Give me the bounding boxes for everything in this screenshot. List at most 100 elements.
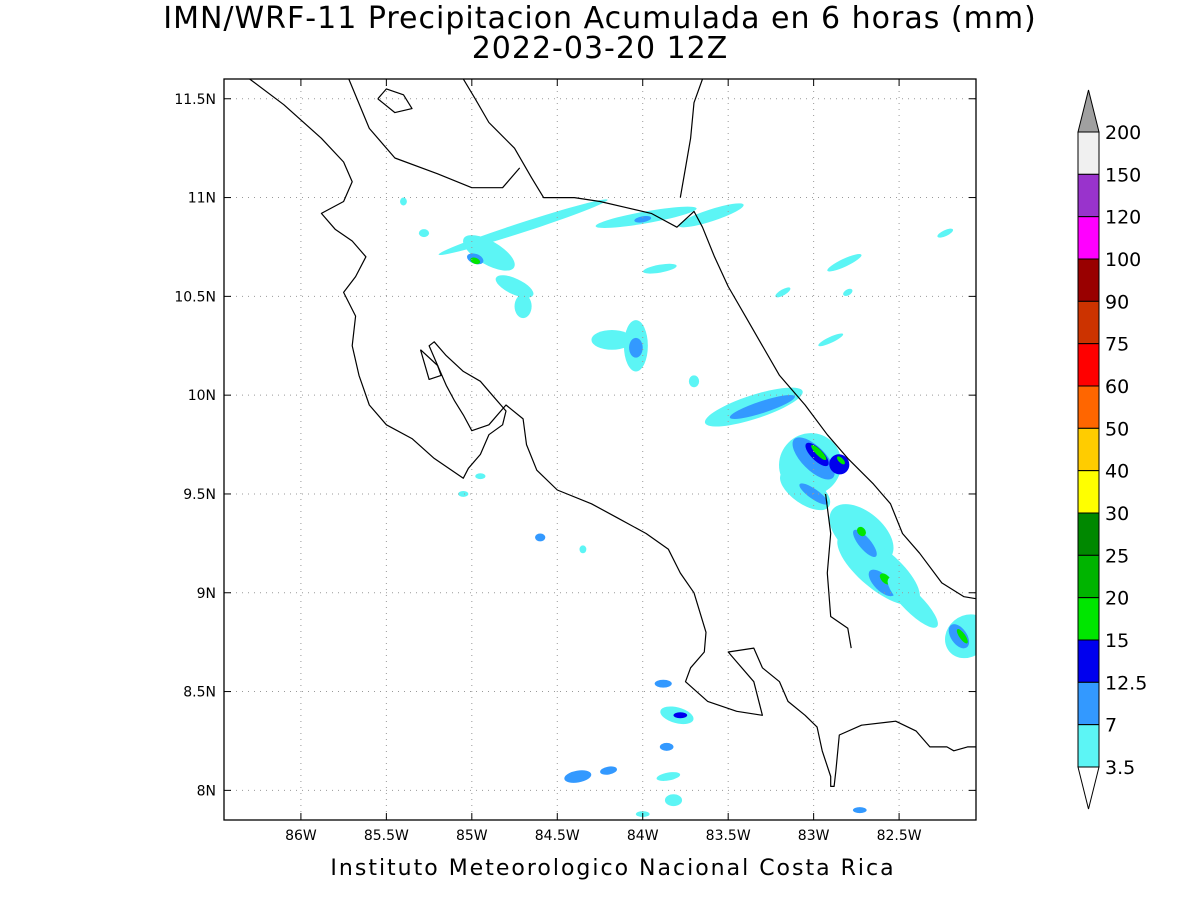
colorbar-swatch: [1077, 258, 1100, 302]
colorbar-swatch: [1077, 343, 1100, 387]
coastline: [419, 349, 442, 380]
precip-cell: [868, 569, 896, 597]
precip-cell: [829, 454, 850, 475]
precip-cell: [852, 807, 867, 814]
precip-cell: [818, 333, 844, 347]
colorbar-label: 25: [1105, 545, 1129, 567]
colorbar-swatch: [1077, 385, 1100, 429]
precip-cell: [827, 254, 862, 272]
precip-cell: [811, 444, 827, 461]
x-tick-label: 83W: [798, 828, 830, 844]
coastline: [377, 88, 413, 114]
coastlines: [249, 79, 976, 787]
colorbar-under-triangle: [1077, 766, 1100, 810]
y-tick-label: 10N: [188, 388, 216, 404]
precip-cell: [956, 629, 968, 644]
precip-cell: [470, 257, 481, 265]
x-tick-label: 82.5W: [877, 828, 922, 844]
colorbar-swatch: [1077, 300, 1100, 345]
coastline: [348, 79, 521, 189]
precip-cell: [629, 337, 643, 358]
colorbar-label: 100: [1105, 249, 1141, 271]
y-tick-label: 9.5N: [183, 487, 216, 503]
colorbar-swatch: [1077, 681, 1100, 726]
colorbar: 200 150 120 100 90 75 60 50 40 30 25 20 15 12.5 7 3.5: [1077, 89, 1147, 810]
chart-subtitle-date: 2022-03-20 12Z: [471, 31, 729, 66]
precip-cell: [937, 228, 954, 238]
precip-cell: [688, 375, 700, 388]
precip-cell: [775, 287, 791, 298]
precip-cell: [678, 203, 744, 228]
y-tick-label: 8.5N: [183, 685, 216, 701]
precip-cell: [579, 545, 587, 554]
precip-cell: [843, 288, 853, 297]
coastline: [679, 79, 704, 198]
colorbar-label: 3.5: [1105, 757, 1135, 779]
colorbar-label: 30: [1105, 503, 1129, 525]
precip-cell: [535, 533, 546, 542]
x-tick-label: 84W: [627, 828, 659, 844]
footer-credit: Instituto Meteorologico Nacional Costa R…: [330, 856, 896, 881]
colorbar-swatch: [1077, 554, 1100, 599]
precip-cell: [654, 679, 672, 688]
precip-cell: [591, 329, 633, 350]
precip-cell: [463, 235, 515, 271]
precip-cell: [887, 577, 938, 628]
colorbar-label: 75: [1105, 334, 1129, 356]
map-frame: [223, 78, 977, 821]
x-tick-label: 85W: [456, 828, 488, 844]
colorbar-label: 90: [1105, 291, 1129, 313]
precip-cell: [729, 395, 795, 419]
coastline: [249, 79, 976, 787]
x-tick-label: 86W: [285, 828, 317, 844]
colorbar-swatch: [1077, 724, 1100, 768]
colorbar-swatch: [1077, 512, 1100, 556]
precip-cell: [634, 216, 652, 223]
chart-title: IMN/WRF-11 Precipitacion Acumulada en 6 …: [163, 1, 1037, 36]
colorbar-label: 150: [1105, 164, 1141, 186]
precip-cell: [475, 473, 486, 480]
colorbar-label: 50: [1105, 418, 1129, 440]
precip-cell: [564, 770, 592, 783]
colorbar-label: 40: [1105, 461, 1129, 483]
precip-cell: [853, 529, 877, 557]
precip-cell: [438, 199, 608, 256]
colorbar-swatch: [1077, 427, 1100, 472]
y-tick-label: 11N: [188, 191, 216, 207]
x-tick-label: 84.5W: [535, 828, 580, 844]
lat-lon-grid: [224, 79, 976, 820]
precipitation-layer: [400, 197, 976, 818]
colorbar-label: 12.5: [1105, 672, 1147, 694]
precip-cell: [664, 794, 683, 807]
coastline: [462, 79, 976, 600]
colorbar-swatch: [1077, 597, 1100, 641]
colorbar-label: 15: [1105, 630, 1129, 652]
precip-cell: [656, 772, 681, 781]
colorbar-label: 20: [1105, 588, 1129, 610]
precip-cell: [418, 229, 430, 238]
precip-cell: [642, 263, 677, 274]
precip-cell: [659, 742, 674, 751]
colorbar-swatch: [1077, 216, 1100, 260]
precip-cell: [600, 766, 617, 775]
colorbar-swatch: [1077, 131, 1100, 175]
colorbar-label: 60: [1105, 376, 1129, 398]
precip-cell: [458, 490, 469, 497]
map-axes: 86W 85.5W 85W 84.5W 84W 83.5W 83W 82.5W 8N 8.5N 9N…: [174, 79, 976, 844]
precip-cell: [400, 197, 407, 206]
precip-cell: [495, 275, 534, 298]
precip-cell: [514, 294, 532, 319]
y-tick-label: 11.5N: [174, 92, 216, 108]
colorbar-label: 7: [1105, 715, 1117, 737]
x-tick-label: 85.5W: [364, 828, 409, 844]
precip-cell: [836, 456, 845, 465]
precip-cell: [857, 526, 866, 537]
coastline: [825, 493, 852, 649]
colorbar-label: 200: [1105, 122, 1141, 144]
x-tick-label: 83.5W: [706, 828, 751, 844]
colorbar-swatch: [1077, 470, 1100, 514]
precip-cell: [673, 712, 688, 719]
colorbar-label: 120: [1105, 207, 1141, 229]
colorbar-swatch: [1077, 173, 1100, 218]
y-tick-label: 10.5N: [174, 289, 216, 305]
